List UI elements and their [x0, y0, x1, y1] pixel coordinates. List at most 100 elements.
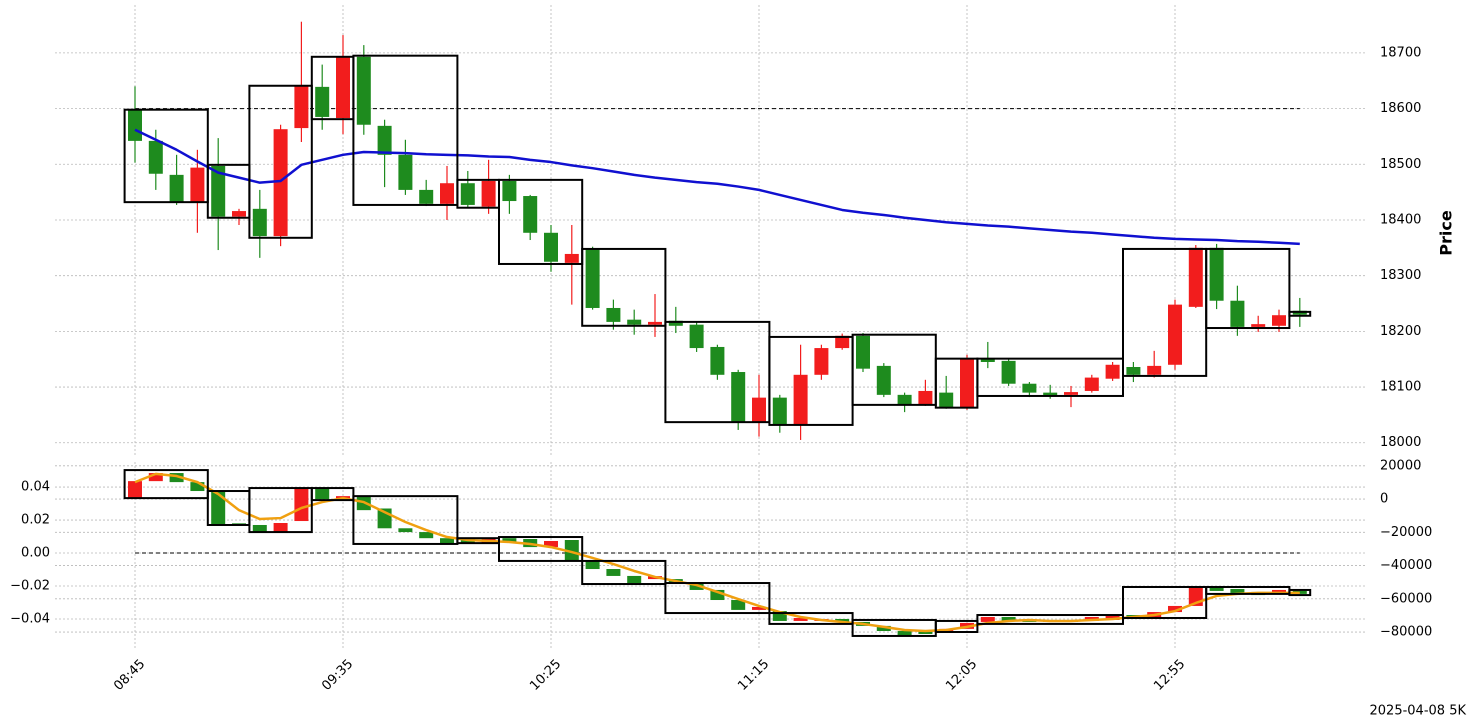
- candle-body: [627, 575, 642, 584]
- candle-body: [502, 180, 517, 202]
- candle-body: [190, 482, 205, 492]
- y-axis-label: Price: [1437, 210, 1456, 256]
- candle-body: [502, 538, 517, 542]
- y-tick-label: 18600: [1380, 101, 1421, 116]
- candle-body: [897, 631, 912, 636]
- box: [248, 84, 313, 239]
- candle-body: [544, 540, 558, 548]
- candle-body: [1230, 300, 1245, 327]
- candle-body: [169, 174, 184, 203]
- y-tick-label: 18700: [1380, 45, 1421, 60]
- candle-body: [1230, 588, 1245, 593]
- candle-body: [148, 473, 163, 482]
- y-tick-label: 18100: [1380, 380, 1421, 395]
- candle-body: [523, 196, 538, 233]
- candle-body: [606, 307, 621, 322]
- candle-body: [273, 523, 288, 533]
- candle-body: [897, 394, 912, 405]
- candle-body: [1209, 586, 1224, 591]
- candle-body: [835, 618, 850, 622]
- box: [1288, 588, 1312, 597]
- candle-body: [1105, 615, 1120, 620]
- candle-body: [980, 358, 995, 362]
- candle-body: [772, 397, 787, 425]
- box: [123, 469, 209, 500]
- candle-body: [564, 539, 579, 561]
- candle-body: [377, 125, 392, 155]
- candle-body: [460, 183, 475, 205]
- box: [768, 612, 854, 625]
- box: [248, 487, 313, 534]
- y2-tick-label: 20000: [1380, 458, 1421, 473]
- candle-body: [315, 86, 330, 117]
- line: [134, 128, 1300, 246]
- box: [1288, 310, 1312, 317]
- x-tick-label: 12:55: [1151, 657, 1188, 694]
- box: [352, 495, 459, 545]
- candle-body: [481, 180, 496, 207]
- candle-body: [1168, 304, 1182, 365]
- candle-body: [294, 488, 309, 522]
- candle-body: [440, 538, 454, 544]
- x-tick-label: 09:35: [319, 657, 356, 694]
- candle-body: [1084, 377, 1099, 391]
- y2-tick-label: 0: [1380, 492, 1388, 507]
- y2-tick-label: −80000: [1380, 625, 1432, 640]
- box: [976, 614, 1125, 625]
- box: [1122, 585, 1208, 619]
- candle-body: [689, 324, 704, 349]
- candle-body: [564, 253, 579, 263]
- candle-body: [294, 85, 309, 129]
- candle-body: [336, 56, 350, 119]
- candle-body: [585, 248, 600, 308]
- candle-body: [876, 625, 891, 632]
- candle-body: [419, 189, 434, 204]
- y2-tick-label: −60000: [1380, 591, 1432, 606]
- box: [123, 108, 209, 204]
- candle-body: [1147, 365, 1162, 375]
- candle-body: [1272, 315, 1286, 326]
- y2-tick-label: −40000: [1380, 558, 1432, 573]
- box: [581, 247, 667, 327]
- y-tick-label: 18400: [1380, 212, 1421, 227]
- candle-body: [315, 488, 330, 500]
- candle-body: [1209, 247, 1224, 301]
- candle-body: [1188, 247, 1203, 307]
- candle-body: [793, 374, 808, 425]
- candle-body: [1168, 605, 1182, 613]
- candle-body: [752, 397, 766, 422]
- y-tick-label: 18300: [1380, 268, 1421, 283]
- candle-body: [1064, 392, 1078, 395]
- candle-body: [980, 617, 995, 622]
- candle-body: [731, 600, 746, 610]
- y2-tick-label: −20000: [1380, 525, 1432, 540]
- candle-body: [1043, 392, 1058, 396]
- candle-body: [1022, 383, 1037, 393]
- box: [581, 559, 667, 586]
- box: [310, 487, 355, 502]
- footnote: 2025-04-08 5K: [1370, 704, 1467, 719]
- candle-body: [752, 606, 766, 610]
- box: [498, 178, 584, 265]
- candle-body: [1251, 324, 1266, 327]
- box: [498, 536, 584, 562]
- box: [976, 357, 1125, 397]
- y-tick-label: 18000: [1380, 435, 1421, 450]
- candle-body: [544, 232, 558, 262]
- candle-body: [148, 140, 163, 174]
- candle-body: [190, 167, 205, 203]
- y-tick-label: −0.02: [10, 579, 50, 594]
- candle-body: [814, 348, 829, 375]
- x-tick-label: 10:25: [527, 657, 564, 694]
- x-tick-label: 08:45: [111, 657, 148, 694]
- y-tick-label: 18200: [1380, 324, 1421, 339]
- candle-body: [835, 335, 850, 349]
- y-tick-label: 0.02: [21, 513, 50, 528]
- candle-body: [1105, 364, 1120, 379]
- y-tick-label: 18500: [1380, 157, 1421, 172]
- candle-body: [856, 335, 870, 369]
- candle-body: [398, 154, 413, 190]
- box: [352, 54, 459, 206]
- candle-body: [918, 390, 933, 405]
